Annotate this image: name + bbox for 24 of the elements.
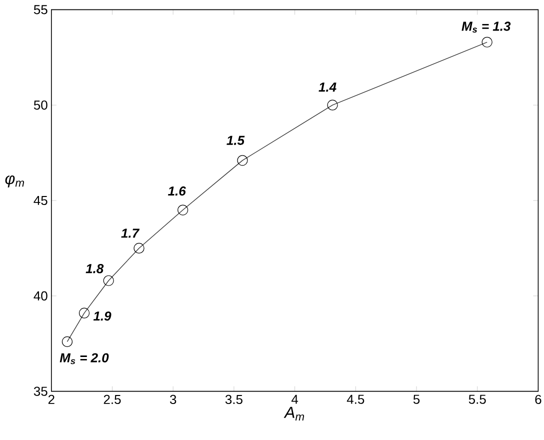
annotation: 1.7 bbox=[121, 228, 140, 238]
y-axis-title: φ$_{m}$ bbox=[5, 175, 24, 188]
x-tick-label: 3 bbox=[170, 394, 176, 404]
annotation: 1.5 bbox=[226, 136, 245, 145]
annotation: 1.6 bbox=[168, 186, 186, 196]
y-tick-label: 40 bbox=[34, 291, 48, 300]
annotation: M$_{s}$ = 1.3 bbox=[462, 22, 511, 33]
annotation: M$_{s}$ = 2.0 bbox=[60, 353, 109, 364]
x-tick-label: 5 bbox=[413, 394, 420, 404]
annotation: 1.8 bbox=[86, 264, 104, 274]
x-tick-label: 4 bbox=[291, 394, 298, 404]
x-tick-label: 2.5 bbox=[104, 394, 121, 404]
x-tick-label: 4.5 bbox=[346, 394, 364, 404]
x-tick-label: 2 bbox=[48, 394, 54, 404]
y-tick-label: 50 bbox=[34, 100, 48, 110]
annotation: 1.9 bbox=[93, 311, 112, 321]
x-axis-title: A$_{m}$ bbox=[284, 406, 304, 421]
y-tick-label: 55 bbox=[34, 5, 48, 14]
annotation: 1.4 bbox=[318, 82, 336, 92]
x-tick-label: 6 bbox=[535, 394, 542, 404]
x-tick-label: 5.5 bbox=[468, 394, 486, 404]
y-tick-label: 45 bbox=[34, 196, 48, 206]
x-tick-label: 3.5 bbox=[225, 394, 242, 404]
y-tick-label: 35 bbox=[34, 386, 48, 396]
